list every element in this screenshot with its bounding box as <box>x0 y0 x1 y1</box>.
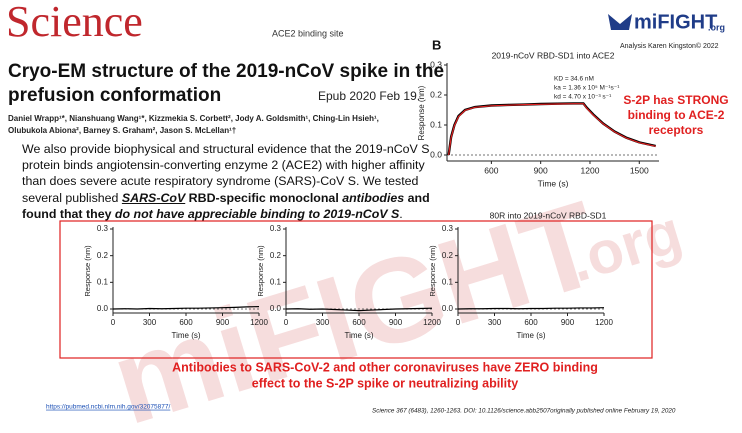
kinetics-label: kd = 4.70 x 10⁻³ s⁻¹ <box>554 94 612 101</box>
chart-title: 80R into 2019-nCoV RBD-SD1 <box>490 210 607 220</box>
x-tick-label: 900 <box>389 318 403 327</box>
x-tick-label: 600 <box>352 318 366 327</box>
callout: Antibodies to SARS-CoV-2 and other coron… <box>172 360 598 374</box>
logo: Science <box>6 0 143 46</box>
y-tick-label: 0.2 <box>97 251 109 260</box>
x-tick-label: 300 <box>316 318 330 327</box>
y-tick-label: 0.3 <box>442 224 454 233</box>
paragraph-segment: antibodies <box>342 190 405 205</box>
x-axis-label: Time (s) <box>344 331 373 340</box>
paper-title: Cryo-EM structure of the 2019-nCoV spike… <box>8 61 444 82</box>
brand-icon <box>608 14 632 30</box>
authors: Daniel Wrapp¹*, Nianshuang Wang¹*, Kizzm… <box>8 114 379 123</box>
y-tick-label: 0.0 <box>442 304 454 313</box>
y-tick-label: 0.2 <box>430 89 442 99</box>
brand-suffix: .org <box>708 22 725 32</box>
paragraph-segment: RBD-specific monoclonal <box>185 190 343 205</box>
authors: Olubukola Abiona², Barney S. Graham², Ja… <box>8 126 236 135</box>
analysis-credit: Analysis Karen Kingston© 2022 <box>620 42 719 50</box>
callout: effect to the S-2P spike or neutralizing… <box>252 376 519 390</box>
paper-title: prefusion conformation <box>8 85 221 106</box>
x-tick-label: 600 <box>484 165 498 175</box>
y-tick-label: 0.0 <box>270 304 282 313</box>
y-tick-label: 0.0 <box>97 304 109 313</box>
y-axis-label: Response (nm) <box>428 245 437 297</box>
x-tick-label: 1200 <box>595 318 613 327</box>
kinetics-label: KD = 34.6 nM <box>554 76 594 83</box>
y-tick-label: 0.0 <box>430 149 442 159</box>
citation: Science 367 (6483), 1260-1263. DOI: 10.1… <box>372 408 676 415</box>
data-line <box>457 307 605 310</box>
paragraph-segment: We also provide biophysical and structur… <box>22 142 430 205</box>
x-tick-label: 1200 <box>581 165 600 175</box>
x-axis-label: Time (s) <box>171 331 200 340</box>
paragraph-segment: do not have appreciable binding to 2019-… <box>114 206 400 221</box>
y-tick-label: 0.1 <box>430 119 442 129</box>
y-axis-label: Response (nm) <box>83 245 92 297</box>
x-tick-label: 300 <box>143 318 157 327</box>
y-tick-label: 0.2 <box>442 251 454 260</box>
epub: Epub 2020 Feb 19. <box>318 89 420 103</box>
chart-title: 2019-nCoV RBD-SD1 into ACE2 <box>492 50 615 60</box>
x-tick-label: 600 <box>524 318 538 327</box>
site-label: ACE2 binding site <box>272 28 344 38</box>
paragraph-segment: SARS-CoV <box>121 190 186 205</box>
antibody-box <box>59 220 653 359</box>
x-tick-label: 0 <box>284 318 289 327</box>
x-tick-label: 1200 <box>423 318 441 327</box>
x-tick-label: 600 <box>179 318 193 327</box>
callout: S-2P has STRONG <box>623 93 728 107</box>
paragraph-segment: . <box>399 206 403 221</box>
callout: receptors <box>649 123 704 137</box>
y-axis-label: Response (nm) <box>417 85 426 140</box>
data-line <box>448 103 656 156</box>
y-axis-label: Response (nm) <box>256 245 265 297</box>
x-tick-label: 300 <box>488 318 502 327</box>
brand-name: miFIGHT <box>634 11 717 33</box>
x-tick-label: 1500 <box>630 165 649 175</box>
panel-label: B <box>432 37 441 52</box>
data-line <box>285 307 433 312</box>
data-line <box>112 306 260 310</box>
x-tick-label: 900 <box>561 318 575 327</box>
y-tick-label: 0.3 <box>430 59 442 69</box>
x-tick-label: 0 <box>456 318 461 327</box>
y-tick-label: 0.3 <box>270 224 282 233</box>
y-tick-label: 0.1 <box>442 277 454 286</box>
y-tick-label: 0.1 <box>270 277 282 286</box>
kinetics-label: ka = 1.36 x 10⁵ M⁻¹s⁻¹ <box>554 85 620 92</box>
data-line <box>447 102 656 156</box>
y-tick-label: 0.2 <box>270 251 282 260</box>
x-tick-label: 900 <box>534 165 548 175</box>
x-axis-label: Time (s) <box>538 178 569 188</box>
paragraph-segment: and found that they <box>22 190 430 221</box>
abstract-paragraph: We also provide biophysical and structur… <box>22 141 440 222</box>
y-tick-label: 0.3 <box>97 224 109 233</box>
x-tick-label: 1200 <box>250 318 268 327</box>
callout: binding to ACE-2 <box>628 108 725 122</box>
x-tick-label: 900 <box>216 318 230 327</box>
source-url[interactable]: https://pubmed.ncbi.nlm.nih.gov/32075877… <box>46 404 171 411</box>
y-tick-label: 0.1 <box>97 277 109 286</box>
x-tick-label: 0 <box>111 318 116 327</box>
x-axis-label: Time (s) <box>516 331 545 340</box>
